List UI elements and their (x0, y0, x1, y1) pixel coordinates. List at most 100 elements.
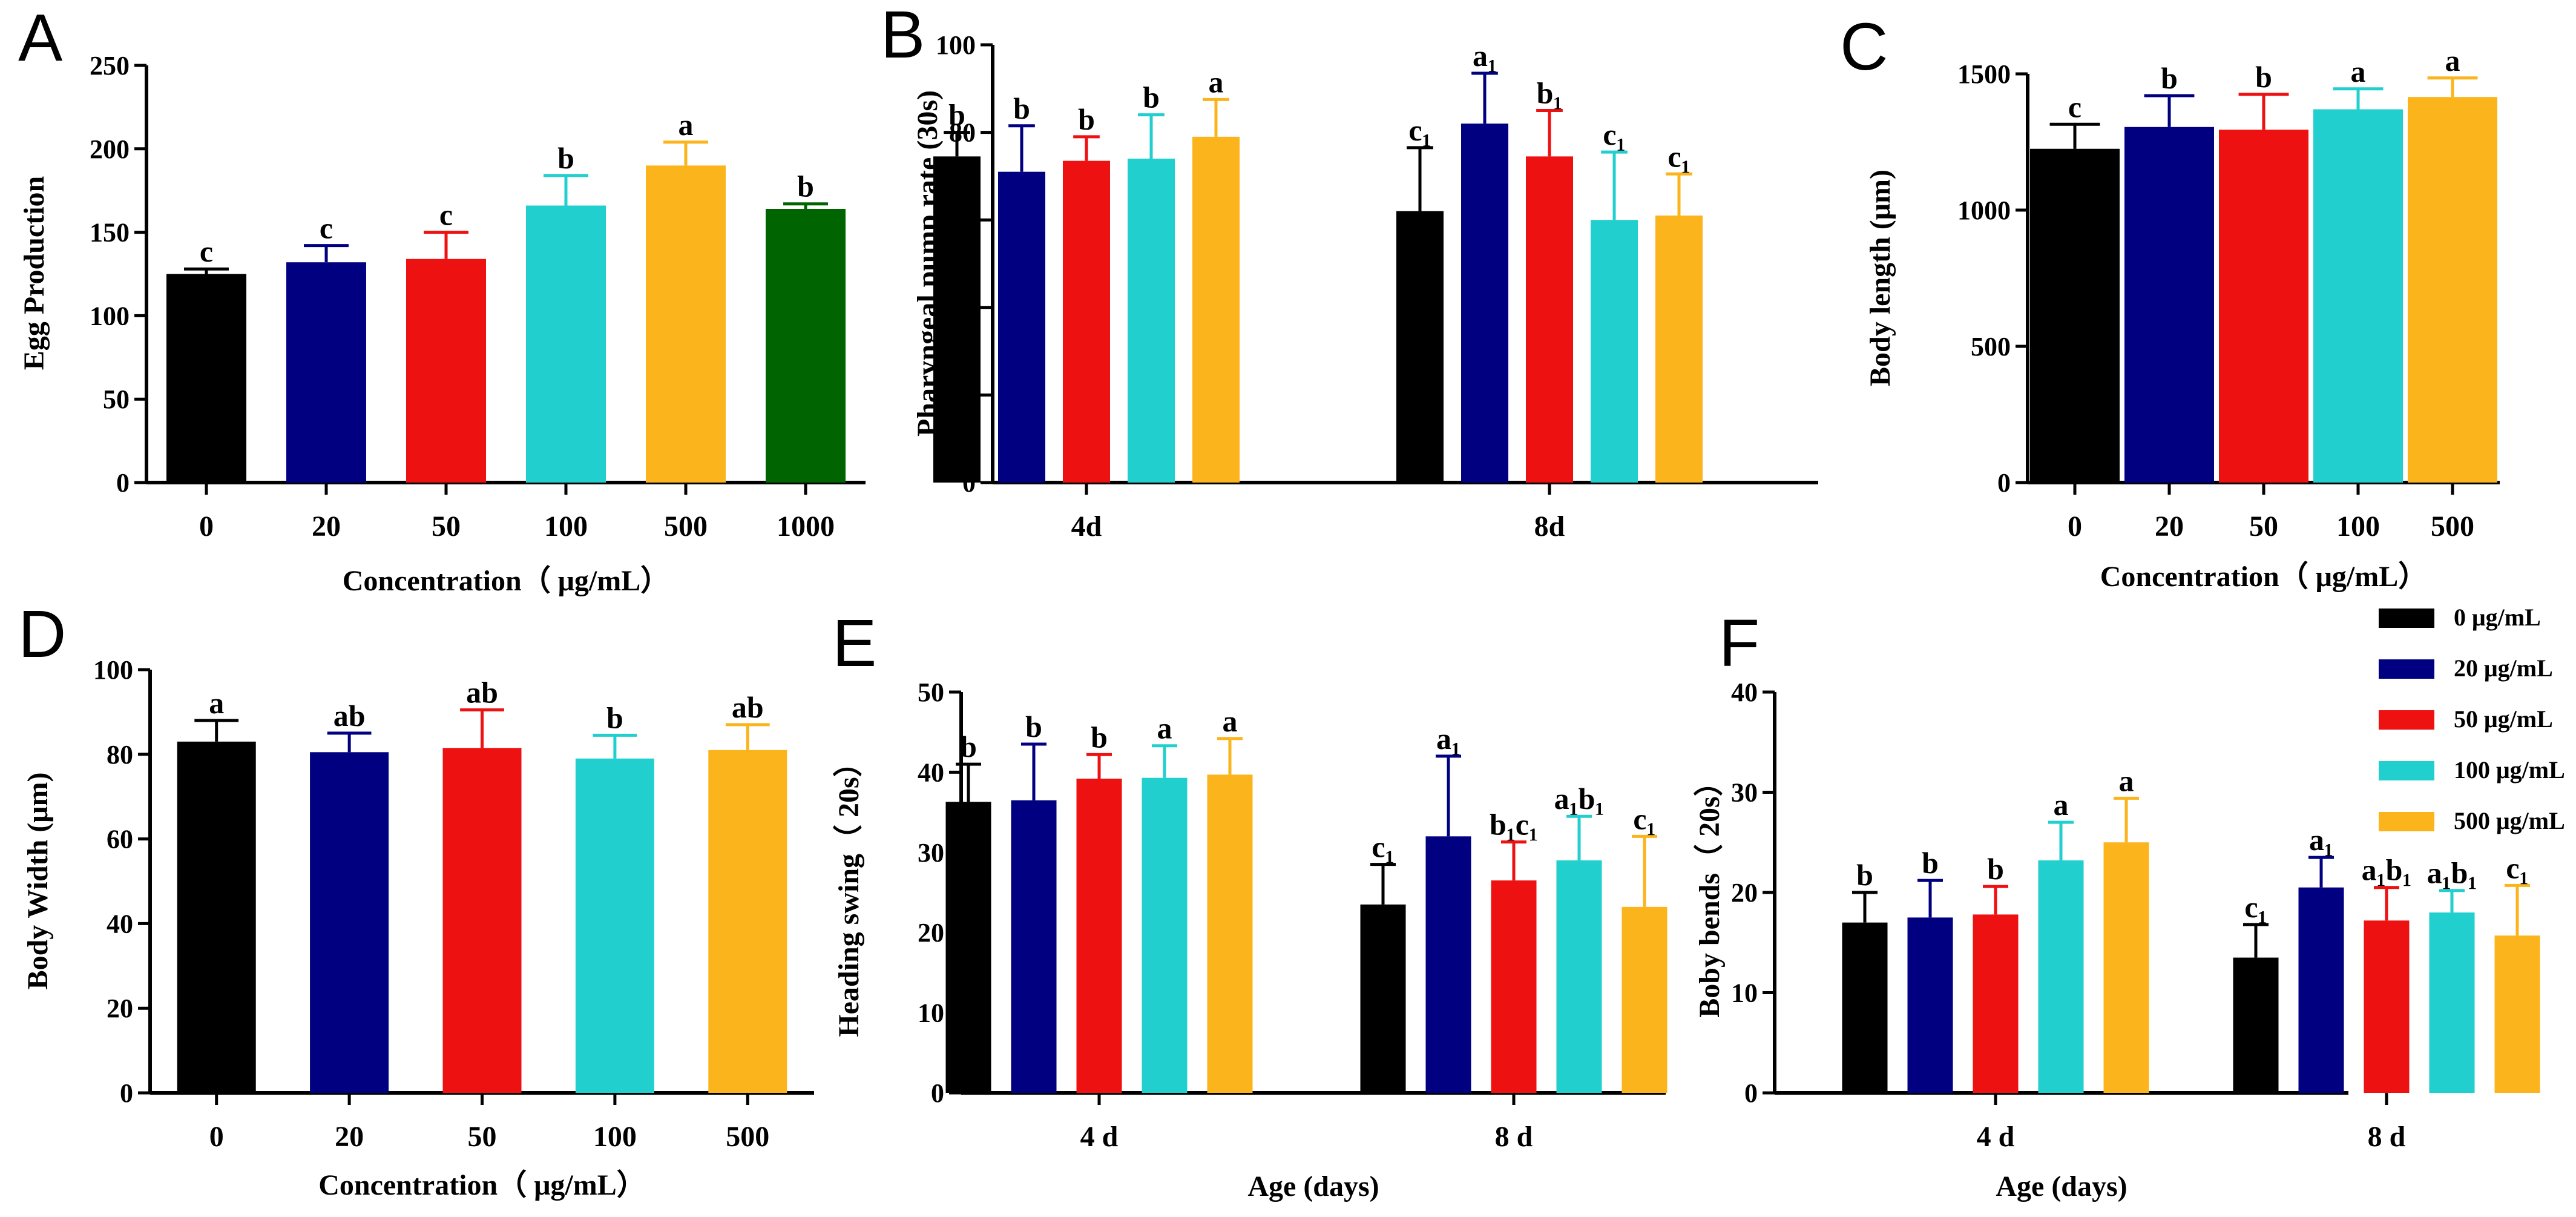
y-tick-label: 40 (107, 909, 133, 938)
y-tick-label: 250 (90, 51, 130, 81)
y-tick-label: 100 (936, 30, 976, 60)
legend-label: 100 μg/mL (2454, 756, 2565, 783)
significance-letter: b (948, 98, 965, 132)
significance-letter: c₁ (1603, 117, 1625, 151)
bar (1907, 917, 1953, 1093)
y-tick-label: 10 (918, 998, 944, 1028)
bar (526, 205, 606, 483)
x-tick-label: 0 (2068, 510, 2082, 543)
bar (1128, 158, 1175, 483)
bar (708, 750, 787, 1093)
bar (442, 748, 522, 1093)
bar (1556, 860, 1602, 1093)
significance-letter: a₁ (1436, 722, 1460, 756)
significance-letter: b₁ (1537, 76, 1563, 110)
y-tick-label: 50 (918, 678, 944, 707)
y-tick-label: 200 (90, 134, 130, 164)
bar (1622, 906, 1668, 1093)
significance-letter: b (960, 730, 977, 764)
significance-letter: c₁ (1408, 113, 1431, 147)
bar (406, 259, 486, 483)
significance-letter: b (1987, 852, 2004, 886)
bar (1842, 922, 1888, 1093)
y-tick-label: 500 (1971, 332, 2011, 361)
significance-letter: b (1143, 81, 1160, 114)
y-tick-label: 80 (107, 740, 133, 770)
bar (1461, 124, 1508, 483)
legend-swatch (2379, 659, 2434, 679)
significance-letter: a (1157, 711, 1172, 745)
x-axis-title: Concentration（ μg/mL） (2100, 561, 2428, 593)
significance-letter: b (1091, 720, 1108, 754)
x-tick-label: 4d (1071, 510, 1102, 543)
bar (1591, 220, 1638, 483)
y-tick-label: 0 (120, 1078, 133, 1108)
significance-letter: a₁b₁ (2362, 853, 2412, 887)
significance-letter: c (200, 234, 213, 268)
significance-letter: a (678, 108, 694, 142)
y-axis-title: Boby bends（ 20s） (1694, 767, 1726, 1017)
significance-letter: c₁ (2506, 851, 2528, 885)
significance-letter: c₁ (1372, 830, 1394, 864)
panel-letter-e: E (832, 606, 876, 681)
bar (1973, 914, 2019, 1093)
y-tick-label: 0 (116, 468, 130, 498)
panel-letter-a: A (18, 1, 63, 75)
bar (2364, 920, 2410, 1093)
significance-letter: b (1922, 846, 1939, 880)
x-tick-label: 8 d (1495, 1121, 1533, 1153)
bar (2313, 109, 2403, 483)
bar (646, 165, 726, 483)
significance-letter: a (2054, 788, 2069, 822)
significance-letter: a₁b₁ (1554, 782, 1605, 816)
bar (286, 262, 366, 483)
y-tick-label: 100 (93, 655, 133, 685)
panel-letter-b: B (881, 0, 925, 72)
significance-letter: b (606, 701, 623, 734)
significance-letter: c₁ (1668, 139, 1690, 173)
bar (933, 156, 981, 483)
significance-letter: c (439, 198, 453, 232)
legend-label: 50 μg/mL (2454, 705, 2553, 733)
y-tick-label: 10 (1731, 978, 1758, 1008)
y-axis-title: Body Width (μm) (22, 773, 54, 990)
y-tick-label: 1500 (1957, 59, 2011, 89)
y-tick-label: 0 (1997, 468, 2011, 498)
bar (166, 274, 246, 483)
bar (998, 171, 1045, 483)
bar (1063, 160, 1110, 483)
x-tick-label: 1000 (777, 510, 835, 543)
significance-letter: a (1223, 704, 1238, 738)
bar (1076, 778, 1122, 1093)
significance-letter: a (2119, 764, 2134, 797)
significance-letter: a (1209, 65, 1224, 99)
legend-label: 20 μg/mL (2454, 655, 2553, 682)
bar (1526, 156, 1573, 483)
significance-letter: b (1856, 858, 1873, 892)
x-tick-label: 8d (1534, 510, 1565, 543)
bar (1142, 777, 1188, 1093)
significance-letter: b₁c₁ (1490, 808, 1538, 842)
panel-letter-f: F (1719, 606, 1760, 681)
y-tick-label: 100 (90, 301, 130, 331)
y-axis-title: Body length (μm) (1864, 170, 1896, 386)
bar (2429, 912, 2475, 1093)
legend-swatch (2379, 710, 2434, 730)
significance-letter: b (797, 170, 814, 203)
bar (1425, 836, 1471, 1093)
y-axis-title: Heading swing（ 20s） (833, 748, 865, 1037)
significance-letter: a₁ (1473, 39, 1497, 73)
x-tick-label: 0 (209, 1121, 224, 1153)
bar (1360, 904, 1406, 1093)
bar (1491, 880, 1537, 1093)
bar (2233, 957, 2279, 1093)
panel-letter-d: D (18, 597, 66, 671)
significance-letter: ab (334, 699, 366, 733)
x-tick-label: 100 (544, 510, 588, 543)
significance-letter: b (2161, 61, 2178, 95)
x-tick-label: 500 (664, 510, 708, 543)
significance-letter: a (2445, 44, 2460, 78)
bar (1192, 136, 1240, 483)
bar (2124, 127, 2214, 483)
